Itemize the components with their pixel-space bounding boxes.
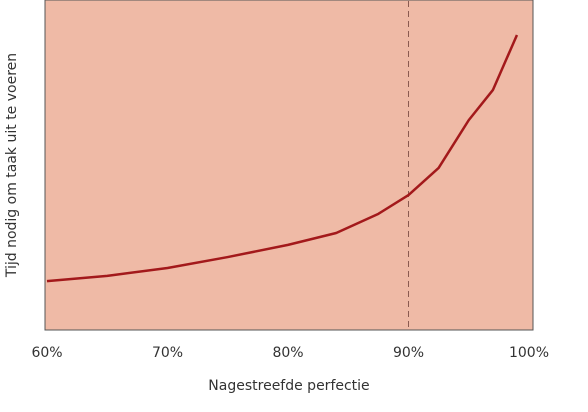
y-axis-label: Tijd nodig om taak uit te voeren [4, 53, 20, 278]
x-tick-label: 60% [31, 345, 62, 361]
x-axis-label: Nagestreefde perfectie [208, 378, 369, 394]
x-tick-label: 100% [509, 345, 549, 361]
line-series [46, 34, 519, 283]
x-tick-label: 90% [393, 345, 424, 361]
x-tick-label: 80% [272, 345, 303, 361]
plot-area [44, 0, 534, 331]
x-tick-label: 70% [152, 345, 183, 361]
